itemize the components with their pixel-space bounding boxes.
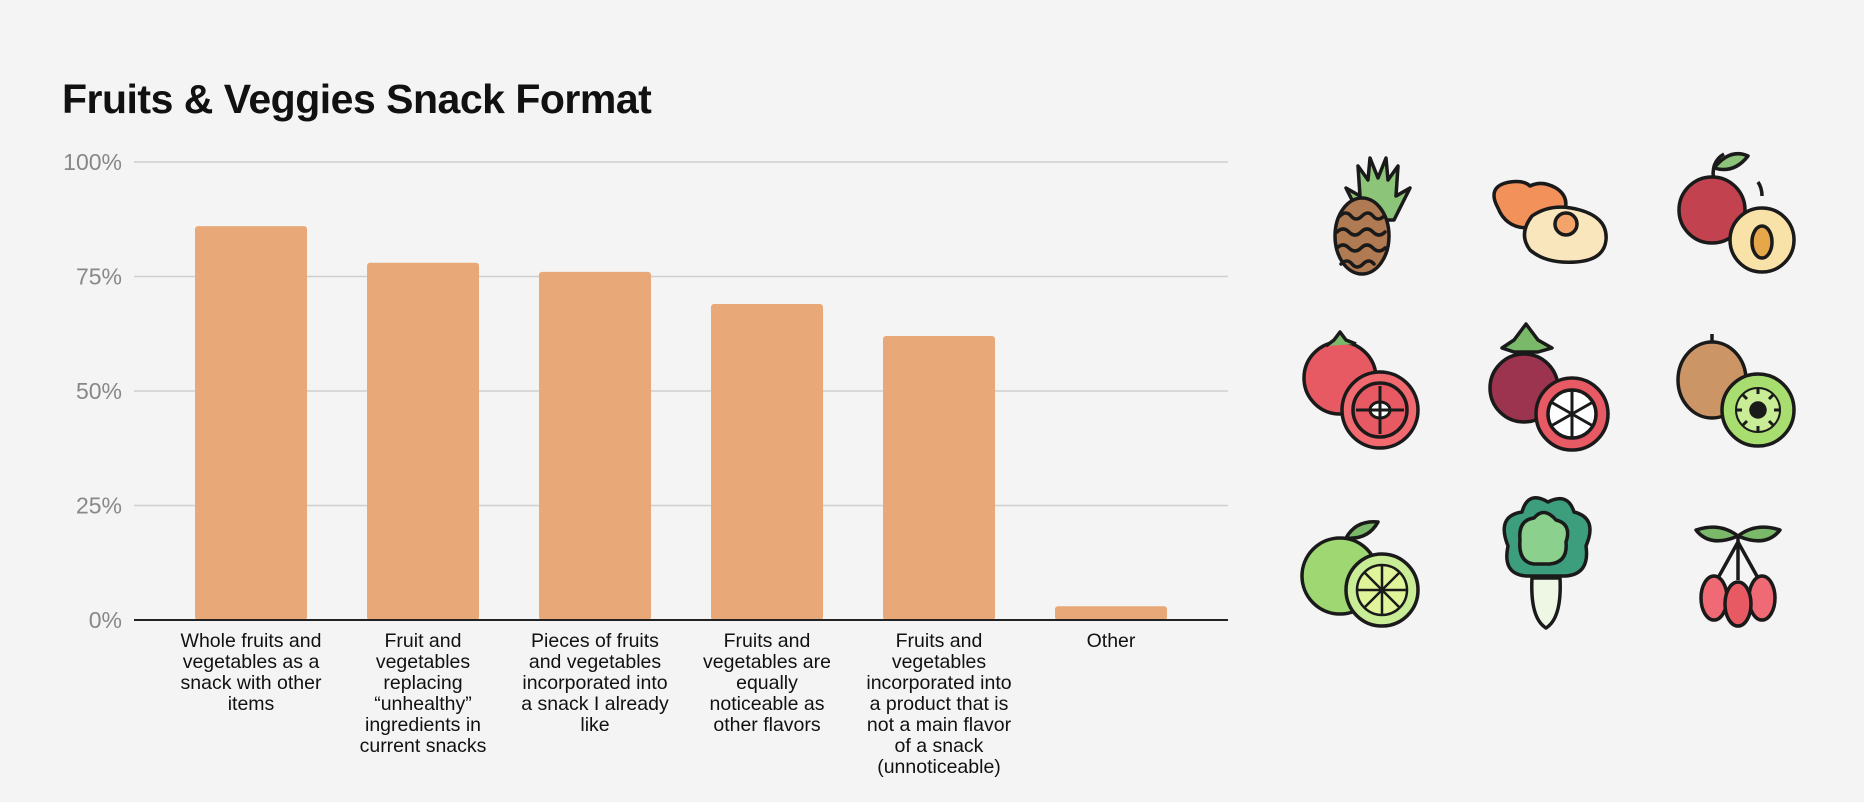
x-tick-label: Pieces of fruits and vegetables incorporat… — [521, 630, 669, 736]
kiwi-icon — [1676, 334, 1796, 448]
x-tick-label: Fruit and vegetables replacing “unhealthy” i… — [360, 630, 487, 757]
mangosteen-icon — [1488, 322, 1610, 452]
bar — [711, 303, 823, 620]
peach-icon — [1492, 179, 1608, 264]
x-tick-label: Fruits and vegetables incorporated into a p… — [866, 630, 1011, 778]
y-tick-label: 0% — [89, 607, 122, 633]
x-tick-label: Whole fruits and vegetables as a snack wit… — [181, 630, 322, 715]
plum-icon — [1677, 152, 1796, 274]
bar — [1055, 606, 1167, 620]
goji-berry-icon — [1694, 525, 1782, 628]
chart-title: Fruits & Veggies Snack Format — [62, 76, 652, 122]
y-tick-label: 75% — [76, 264, 122, 290]
bar — [367, 262, 479, 620]
pineapple-icon — [1333, 156, 1412, 276]
bar — [539, 271, 651, 620]
x-tick-label: Fruits and vegetables are equally noticeabl… — [703, 630, 831, 736]
lime-icon — [1300, 520, 1420, 628]
y-tick-label: 50% — [76, 378, 122, 404]
tomato-icon — [1302, 330, 1420, 450]
x-tick-label: Other — [1087, 630, 1136, 652]
bar-chart: 0% 25% 50% 75% 100% Whole fruits and vegetable… — [63, 149, 1228, 778]
y-tick-label: 25% — [76, 493, 122, 519]
bar — [195, 226, 307, 620]
bok-choy-icon — [1502, 496, 1592, 630]
bar — [883, 336, 995, 620]
y-tick-label: 100% — [63, 149, 122, 175]
